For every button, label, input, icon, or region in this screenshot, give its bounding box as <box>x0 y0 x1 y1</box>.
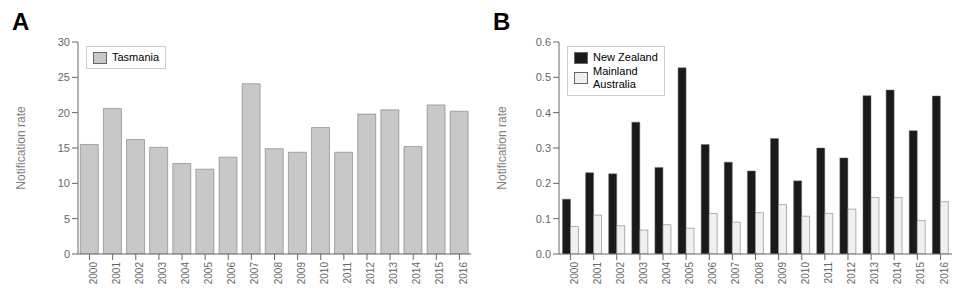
svg-text:2000: 2000 <box>88 262 99 285</box>
html-text:Tasmania: Tasmania <box>112 51 160 63</box>
svg-text:2004: 2004 <box>661 262 672 285</box>
svg-text:2004: 2004 <box>180 262 191 285</box>
svg-text:0.3: 0.3 <box>536 142 551 154</box>
svg-text:2010: 2010 <box>800 262 811 285</box>
svg-text:Notification rate: Notification rate <box>14 106 28 190</box>
svg-text:15: 15 <box>58 142 70 154</box>
svg-text:2012: 2012 <box>365 262 376 285</box>
svg-text:30: 30 <box>58 36 70 48</box>
html-text:B: B <box>493 8 511 35</box>
svg-text:2001: 2001 <box>592 262 603 285</box>
html-text:New Zealand: New Zealand <box>593 51 658 63</box>
svg-text:2007: 2007 <box>249 262 260 285</box>
svg-text:2000: 2000 <box>569 262 580 285</box>
svg-text:0.1: 0.1 <box>536 213 551 225</box>
svg-text:2005: 2005 <box>203 262 214 285</box>
svg-text:2008: 2008 <box>273 262 284 285</box>
svg-text:2014: 2014 <box>892 262 903 285</box>
svg-text:2011: 2011 <box>823 262 834 284</box>
svg-text:0.6: 0.6 <box>536 36 551 48</box>
svg-text:2010: 2010 <box>319 262 330 285</box>
svg-text:2006: 2006 <box>707 262 718 285</box>
svg-text:5: 5 <box>64 213 70 225</box>
svg-text:2013: 2013 <box>388 262 399 285</box>
svg-text:2002: 2002 <box>134 262 145 285</box>
svg-text:25: 25 <box>58 71 70 83</box>
svg-text:2009: 2009 <box>777 262 788 285</box>
svg-text:10: 10 <box>58 177 70 189</box>
svg-text:2007: 2007 <box>730 262 741 285</box>
svg-text:2011: 2011 <box>342 262 353 284</box>
svg-text:2012: 2012 <box>846 262 857 285</box>
svg-text:2015: 2015 <box>915 262 926 285</box>
svg-text:2001: 2001 <box>111 262 122 285</box>
svg-text:2008: 2008 <box>754 262 765 285</box>
svg-text:2003: 2003 <box>638 262 649 285</box>
svg-text:2003: 2003 <box>157 262 168 285</box>
svg-text:2014: 2014 <box>411 262 422 285</box>
svg-text:2015: 2015 <box>434 262 445 285</box>
html-text:Mainland Australia: Mainland Australia <box>593 65 638 90</box>
svg-text:0.4: 0.4 <box>536 107 551 119</box>
svg-text:0.0: 0.0 <box>536 248 551 260</box>
svg-text:0.2: 0.2 <box>536 177 551 189</box>
svg-text:Notification rate: Notification rate <box>495 106 509 190</box>
svg-text:0.5: 0.5 <box>536 71 551 83</box>
svg-text:2013: 2013 <box>869 262 880 285</box>
svg-text:2006: 2006 <box>226 262 237 285</box>
svg-text:2002: 2002 <box>615 262 626 285</box>
svg-text:0: 0 <box>64 248 70 260</box>
svg-text:2016: 2016 <box>458 262 469 285</box>
svg-text:2016: 2016 <box>939 262 950 285</box>
svg-text:20: 20 <box>58 107 70 119</box>
svg-text:2009: 2009 <box>296 262 307 285</box>
html-text:A: A <box>12 8 30 35</box>
svg-text:2005: 2005 <box>684 262 695 285</box>
